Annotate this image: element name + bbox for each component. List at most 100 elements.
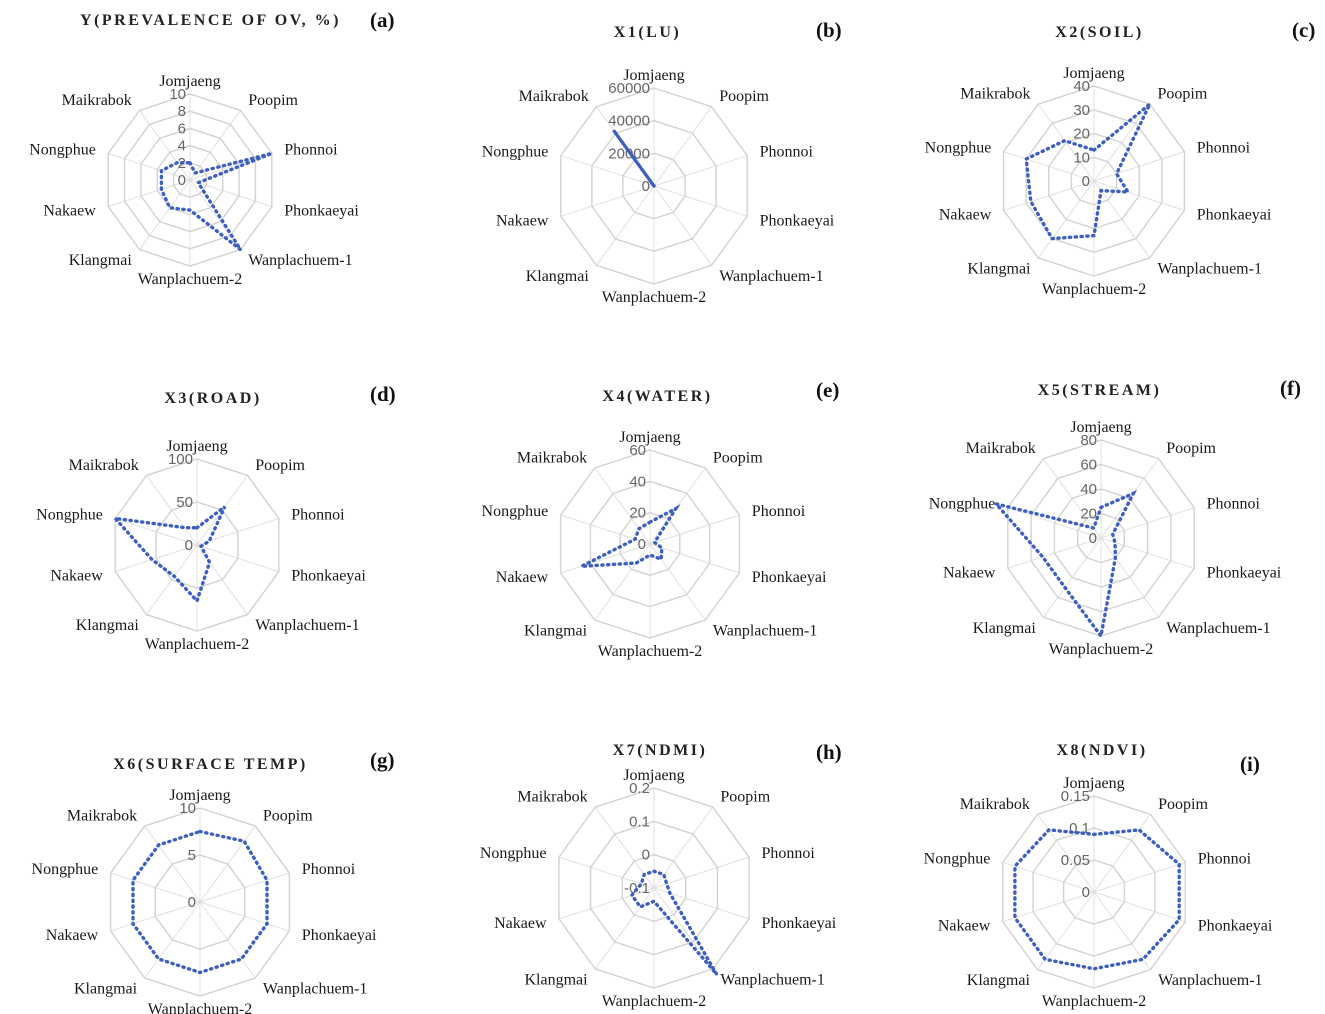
radar-chart-h: -0.100.10.2JomjaengPoopimPhonnoiPhonkaey… [480, 767, 837, 1010]
radar-category-label: Phonnoi [291, 506, 345, 523]
radar-category-label: Wanplachuem-1 [713, 623, 817, 640]
radar-category-label: Nongphue [925, 140, 992, 157]
radar-spoke [558, 887, 655, 920]
radar-category-label: Nakaew [939, 206, 992, 223]
radar-category-label: Nongphue [924, 850, 991, 867]
radar-tick-label: 0 [1089, 530, 1097, 547]
radar-category-label: Wanplachuem-2 [598, 643, 702, 660]
radar-category-label: Phonkaeyai [291, 568, 366, 585]
radar-chart-a: 0246810JomjaengPoopimPhonnoiPhonkaeyaiWa… [29, 73, 359, 288]
radar-category-label: Wanplachuem-1 [1166, 620, 1270, 637]
radar-tick-label: 10 [1073, 149, 1090, 166]
radar-series-line [159, 151, 273, 251]
radar-category-label: Nakaew [50, 568, 103, 585]
radar-series-line [110, 505, 227, 605]
radar-grid-ring [109, 807, 291, 997]
radar-spoke [189, 110, 241, 181]
radar-category-label: Maikrabok [960, 796, 1030, 813]
radar-category-label: Phonkaeyai [1198, 918, 1273, 935]
radar-category-label: Klangmai [69, 252, 133, 269]
radar-category-label: Wanplachuem-1 [255, 617, 359, 634]
radar-category-label: Nakaew [43, 203, 96, 220]
radar-category-label: Phonnoi [1207, 496, 1261, 513]
radar-category-label: Poopim [720, 789, 770, 806]
radar-category-label: Jomjaeng [619, 429, 680, 446]
radar-tick-label: 0 [188, 894, 196, 911]
radar-tick-label: 20 [629, 505, 646, 522]
radar-grid-ring [1030, 463, 1172, 613]
radar-series-line [612, 129, 656, 187]
radar-category-label: Wanplachuem-1 [263, 981, 367, 998]
radar-spoke [653, 106, 713, 187]
radar-category-label: Phonnoi [284, 141, 338, 158]
radar-category-label: Nakaew [494, 915, 547, 932]
radar-grid-ring [589, 480, 711, 608]
radar-category-label: Klangmai [74, 981, 138, 998]
radar-category-label: Wanplachuem-2 [148, 1001, 252, 1014]
radar-tick-label: 20 [1080, 506, 1097, 523]
radar-panel-e: X4(WATER) (e) 0 20 40 60 Jomjaeng Poopim Phonn… [442, 338, 883, 676]
radar-tick-label: 10 [169, 86, 186, 103]
radar-panel-d: X3(ROAD) (d) 0 50 100 Jomjaeng Poopim Phonnoi… [0, 338, 441, 676]
radar-tick-label: 10 [179, 800, 196, 817]
radar-tick-label: 0 [642, 178, 650, 195]
radar-tick-label: 40 [1073, 78, 1090, 95]
radar-grid-ring [621, 853, 687, 923]
radar-category-label: Maikrabok [966, 440, 1036, 457]
radar-category-label: Poopim [1166, 440, 1216, 457]
radar-grid-ring [622, 152, 686, 220]
panel-title: X6(SURFACE TEMP) [113, 756, 308, 773]
radar-category-label: Poopim [1158, 796, 1208, 813]
radar-panel-h: X7(NDMI) (h) -0.1 0 0.1 0.2 Jomjaeng Poopim Ph… [442, 676, 883, 1014]
radar-grid-ring [1053, 488, 1149, 588]
radar-grid-ring [123, 110, 257, 250]
panel-letter: (g) [370, 748, 395, 772]
radar-tick-label: 0 [638, 536, 646, 553]
radar-series-line [991, 489, 1138, 641]
radar-tick-label: 0 [178, 172, 186, 189]
radar-series-line [580, 504, 681, 568]
radar-category-label: Klangmai [526, 268, 590, 285]
radar-tick-label: 0.1 [629, 813, 650, 830]
radar-spoke [1093, 891, 1151, 970]
radar-spoke [653, 185, 748, 217]
radar-spoke [649, 514, 740, 545]
radar-spoke [1093, 861, 1186, 893]
radar-grid-ring [1002, 85, 1186, 277]
radar-spoke [595, 185, 655, 266]
radar-tick-label: 0 [1082, 884, 1090, 901]
radar-spoke [560, 185, 655, 217]
radar-grid-ring [558, 787, 750, 989]
radar-tick-label: 30 [1073, 102, 1090, 119]
radar-tick-label: 0.05 [1061, 852, 1090, 869]
radar-category-label: Phonkaeyai [760, 212, 835, 229]
radar-category-label: Phonkaeyai [1207, 564, 1282, 581]
radar-spoke [139, 110, 191, 181]
panel-letter: (d) [370, 382, 396, 406]
radar-tick-label: 80 [1080, 432, 1097, 449]
radar-chart-i: 00.050.10.15JomjaengPoopimPhonnoiPhonkae… [924, 775, 1273, 1010]
radar-category-label: Nongphue [29, 141, 96, 158]
radar-grid-ring [1032, 827, 1156, 957]
radar-category-label: Phonnoi [762, 845, 816, 862]
radar-category-label: Poopim [1158, 86, 1208, 103]
radar-tick-label: 60 [629, 442, 646, 459]
radar-category-label: Phonnoi [302, 861, 356, 878]
radar-category-label: Phonnoi [1197, 140, 1251, 157]
panel-letter: (f) [1280, 376, 1301, 400]
radar-tick-label: 20 [1073, 126, 1090, 143]
radar-spoke [653, 856, 750, 889]
radar-category-label: Jomjaeng [623, 767, 684, 784]
radar-category-label: Wanplachuem-2 [1042, 993, 1146, 1010]
panel-title: Y(PREVALENCE OF OV, %) [80, 12, 341, 29]
radar-spoke [649, 543, 706, 621]
radar-category-label: Poopim [713, 449, 763, 466]
radar-category-label: Klangmai [973, 620, 1037, 637]
radar-grid-ring [619, 511, 681, 577]
radar-category-label: Maikrabok [519, 88, 589, 105]
